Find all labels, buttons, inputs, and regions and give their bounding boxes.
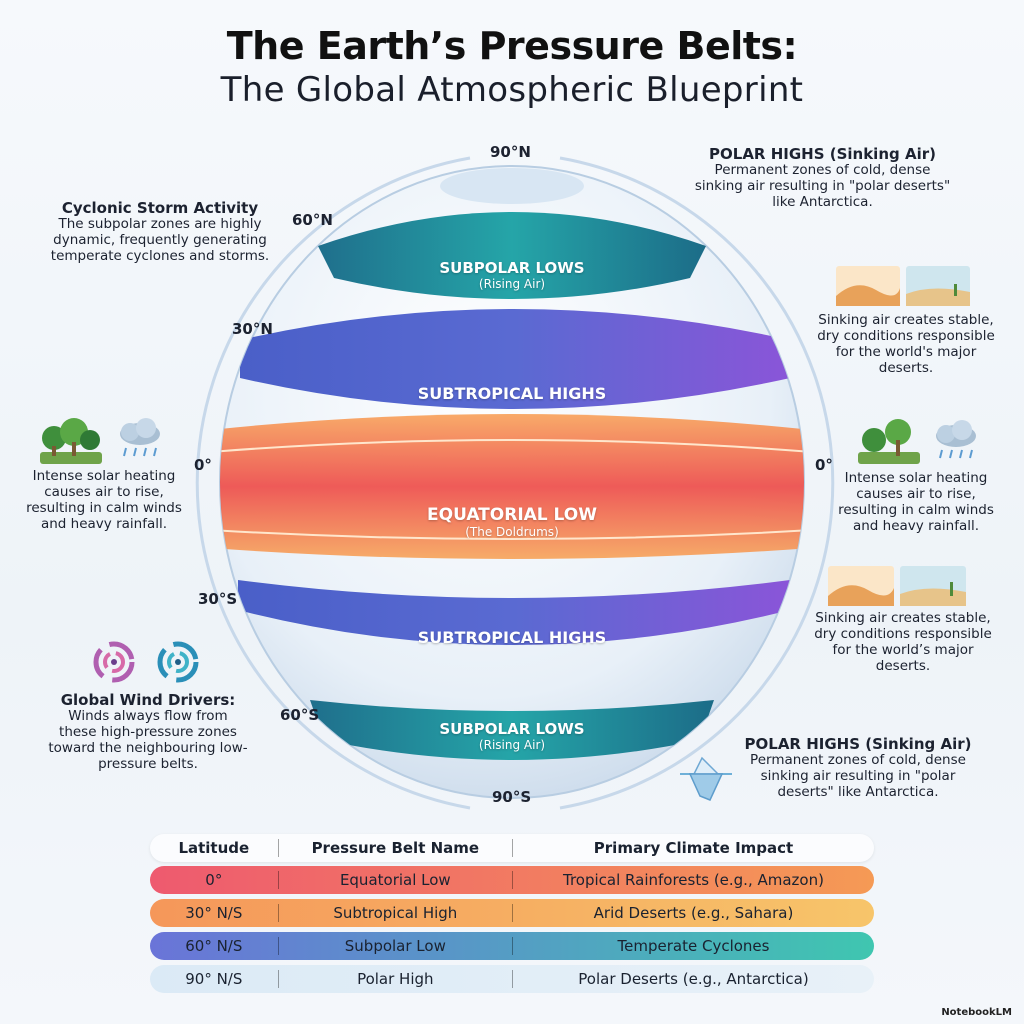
rain-cloud-icon bbox=[936, 420, 976, 459]
equator-line-bottom bbox=[220, 529, 804, 540]
cell-impact: Polar Deserts (e.g., Antarctica) bbox=[578, 970, 809, 988]
latitude-equator-right: 0° bbox=[815, 456, 833, 474]
desert-icon bbox=[828, 566, 966, 606]
north-polar-cap bbox=[440, 168, 584, 204]
note-polar-highs-south: POLAR HIGHS (Sinking Air) Permanent zone… bbox=[744, 735, 972, 800]
orbit-arc-left bbox=[195, 156, 471, 810]
band-subpolar-low-south bbox=[310, 700, 714, 760]
latitude-90n: 90°N bbox=[490, 143, 531, 161]
cell-latitude: 90° N/S bbox=[185, 970, 243, 988]
cell-latitude: 30° N/S bbox=[185, 904, 243, 922]
label-equatorial-low: EQUATORIAL LOW (The Doldrums) bbox=[427, 505, 597, 539]
cell-belt: Polar High bbox=[357, 970, 434, 988]
table-row: 30° N/S Subtropical High Arid Deserts (e… bbox=[150, 899, 874, 927]
note-equator-right: Intense solar heating causes air to rise… bbox=[838, 470, 994, 534]
page-subtitle: The Global Atmospheric Blueprint bbox=[220, 70, 804, 110]
note-deserts-south: Sinking air creates stable, dry conditio… bbox=[814, 610, 992, 674]
equator-line-top bbox=[220, 439, 804, 453]
label-subpolar-low-north: SUBPOLAR LOWS (Rising Air) bbox=[439, 259, 585, 291]
cyclone-icon bbox=[93, 641, 135, 683]
latitude-60n: 60°N bbox=[292, 211, 333, 229]
latitude-60s: 60°S bbox=[280, 706, 320, 724]
label-subtropical-high-north: SUBTROPICAL HIGHS bbox=[417, 384, 607, 403]
brand-logo: NotebookLM bbox=[941, 1007, 1012, 1018]
cell-belt: Subtropical High bbox=[333, 904, 458, 922]
forest-icon bbox=[40, 418, 102, 464]
cell-belt: Equatorial Low bbox=[339, 871, 451, 889]
band-subpolar-low-north bbox=[318, 212, 706, 299]
latitude-30n: 30°N bbox=[232, 320, 273, 338]
cell-impact: Temperate Cyclones bbox=[617, 937, 770, 955]
header-impact: Primary Climate Impact bbox=[593, 839, 794, 857]
note-polar-highs-north: POLAR HIGHS (Sinking Air) Permanent zone… bbox=[694, 145, 951, 210]
desert-icon bbox=[836, 266, 970, 306]
cell-impact: Tropical Rainforests (e.g., Amazon) bbox=[563, 871, 824, 889]
forest-icon bbox=[858, 419, 920, 464]
header-belt: Pressure Belt Name bbox=[311, 839, 480, 857]
band-subtropical-high-north bbox=[240, 309, 790, 409]
note-wind-drivers: Global Wind Drivers: Winds always flow f… bbox=[48, 691, 248, 772]
note-equator-left: Intense solar heating causes air to rise… bbox=[26, 468, 182, 532]
label-subtropical-high-south: SUBTROPICAL HIGHS bbox=[417, 628, 607, 647]
table-row: 0° Equatorial Low Tropical Rainforests (… bbox=[150, 866, 874, 894]
cell-belt: Subpolar Low bbox=[344, 937, 446, 955]
cell-impact: Arid Deserts (e.g., Sahara) bbox=[593, 904, 794, 922]
table-row: 90° N/S Polar High Polar Deserts (e.g., … bbox=[150, 965, 874, 993]
note-deserts-north: Sinking air creates stable, dry conditio… bbox=[817, 312, 995, 376]
header-latitude: Latitude bbox=[178, 839, 250, 857]
cyclone-icon bbox=[157, 641, 199, 683]
band-equatorial-low bbox=[220, 414, 804, 559]
orbit-arc-right bbox=[559, 156, 835, 810]
iceberg-icon bbox=[680, 756, 732, 801]
page-title: The Earth’s Pressure Belts: bbox=[226, 24, 798, 68]
label-subpolar-low-south: SUBPOLAR LOWS (Rising Air) bbox=[439, 720, 585, 752]
band-subtropical-high-south bbox=[238, 580, 790, 645]
latitude-30s: 30°S bbox=[198, 590, 238, 608]
note-cyclonic-storm: Cyclonic Storm Activity The subpolar zon… bbox=[50, 199, 270, 264]
cell-latitude: 60° N/S bbox=[185, 937, 243, 955]
rain-cloud-icon bbox=[120, 418, 160, 457]
globe-diagram bbox=[195, 156, 835, 810]
latitude-equator-left: 0° bbox=[194, 456, 212, 474]
latitude-90s: 90°S bbox=[492, 788, 532, 806]
cell-latitude: 0° bbox=[205, 871, 223, 889]
table-header: Latitude Pressure Belt Name Primary Clim… bbox=[150, 834, 874, 862]
table-row: 60° N/S Subpolar Low Temperate Cyclones bbox=[150, 932, 874, 960]
